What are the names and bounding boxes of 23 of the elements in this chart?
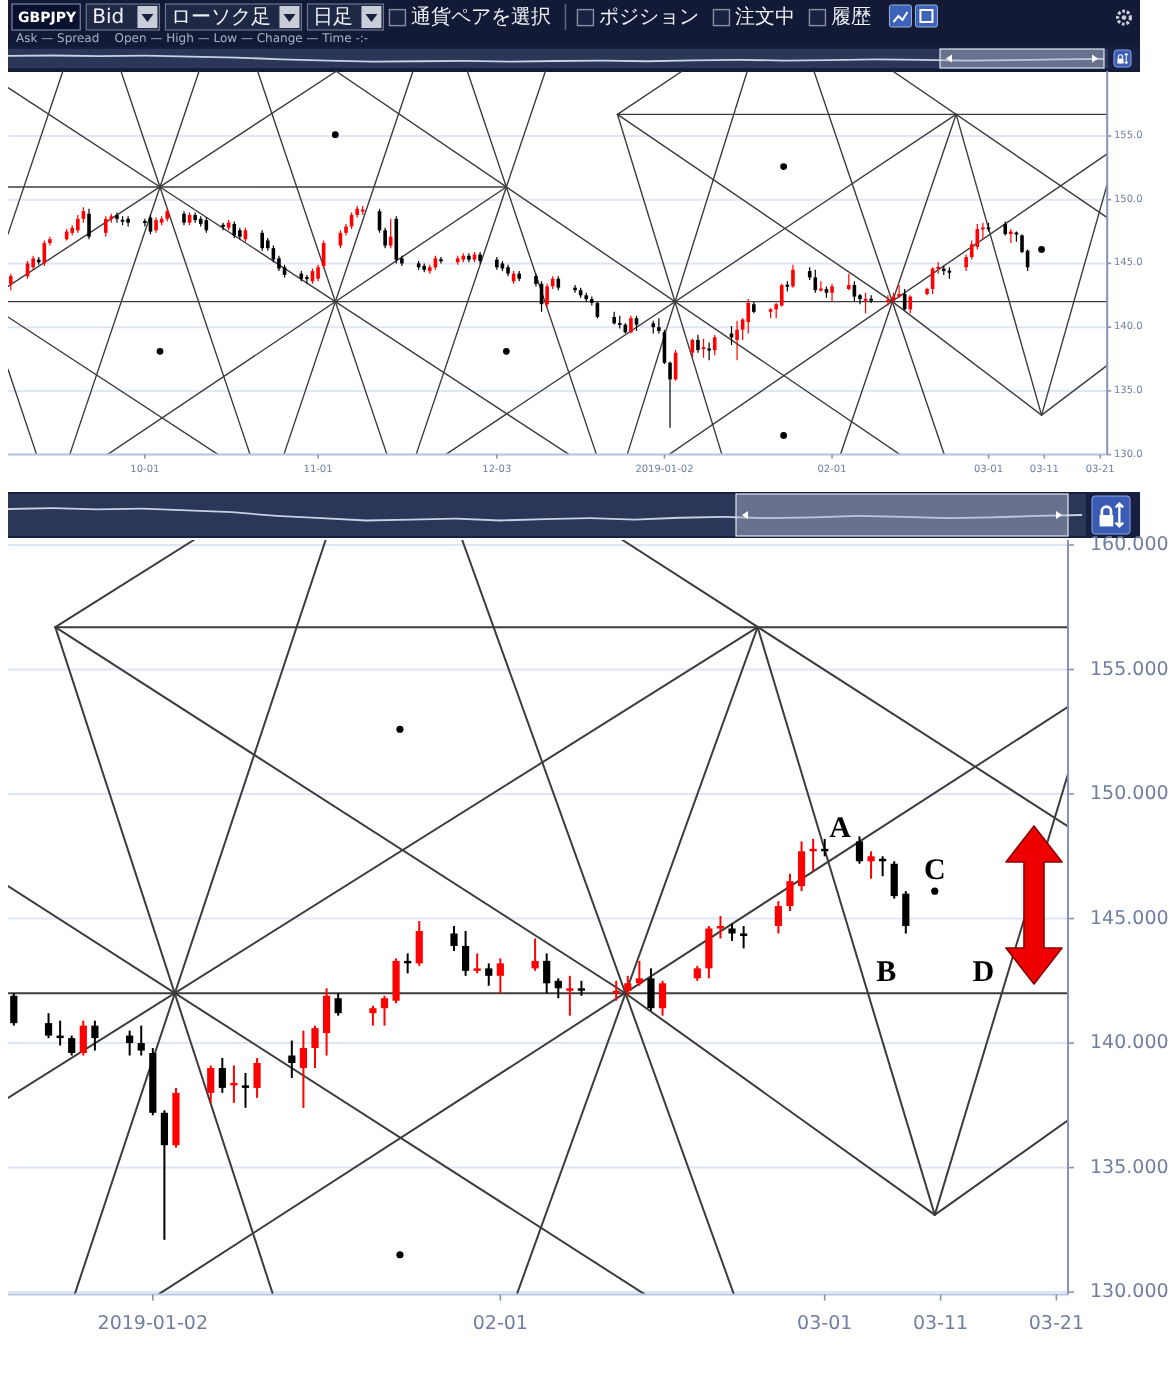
annotation: A — [829, 813, 852, 846]
text: ローソク足 — [171, 6, 272, 29]
x-tick-label: 03-11 — [912, 1313, 969, 1335]
y-tick-label: 135.000 — [1090, 1156, 1169, 1179]
text: 履歴 — [831, 6, 872, 29]
x-tick-label: 03-21 — [1028, 1313, 1085, 1335]
annotation: C — [923, 855, 946, 888]
y-tick-label: 145.000 — [1090, 907, 1169, 930]
y-tick-label: 160.000 — [1090, 533, 1169, 556]
text: 注文中 — [735, 4, 796, 29]
y-tick-label: 130.000 — [1090, 1281, 1169, 1304]
annotation: D — [972, 957, 995, 990]
text: Bid — [92, 6, 125, 29]
y-tick-label: 155.000 — [1090, 658, 1169, 681]
text: ポジション — [599, 6, 700, 29]
x-tick-label: 02-01 — [472, 1313, 528, 1335]
x-tick-label: 2019-01-02 — [97, 1313, 209, 1335]
y-tick-label: 150.000 — [1090, 783, 1169, 806]
text: 日足 — [313, 6, 354, 29]
x-tick-label: 03-01 — [797, 1313, 853, 1335]
text: 通貨ペアを選択 — [411, 4, 552, 29]
y-tick-label: 140.000 — [1090, 1032, 1169, 1055]
annotation: B — [876, 957, 897, 990]
